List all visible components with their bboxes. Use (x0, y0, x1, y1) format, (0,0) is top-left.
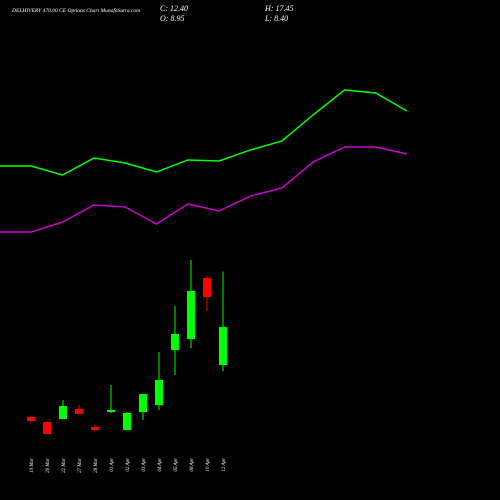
candle-body (219, 327, 227, 366)
chart-title: DELHIVERY 470.00 CE Options Chart Munafa… (11, 7, 140, 14)
x-tick-label: 28 Mar (94, 458, 99, 473)
x-tick-label: 02 Apr (126, 458, 131, 472)
candle-body (107, 410, 115, 413)
x-tick-label: 12 Apr (222, 458, 227, 472)
price-info: C: 12.40 (160, 4, 188, 13)
x-tick-label: 01 Apr (110, 458, 115, 472)
candle-body (139, 394, 147, 413)
candle-body (75, 409, 83, 414)
x-tick-label: 27 Mar (78, 458, 83, 473)
candle-body (187, 290, 195, 340)
indicator-line (0, 89, 408, 176)
candle-body (59, 406, 67, 420)
candle-body (171, 334, 179, 351)
candle-body (43, 422, 51, 435)
x-tick-label: 04 Apr (158, 458, 163, 472)
price-info: L: 8.40 (264, 14, 288, 23)
price-info: H: 17.45 (264, 4, 293, 13)
candle-body (27, 417, 35, 422)
candle-body (203, 278, 211, 298)
x-tick-label: 22 Mar (62, 458, 67, 473)
price-info: O: 8.95 (160, 14, 184, 23)
candle-body (91, 427, 99, 431)
x-tick-label: 19 Mar (30, 458, 35, 473)
x-tick-label: 08 Apr (190, 458, 195, 472)
indicator-line (0, 146, 408, 233)
candle-body (155, 379, 163, 406)
x-tick-label: 20 Mar (46, 458, 51, 473)
x-tick-label: 03 Apr (142, 458, 147, 472)
x-tick-label: 05 Apr (174, 458, 179, 472)
x-tick-label: 10 Apr (206, 458, 211, 472)
candle-body (123, 413, 131, 431)
